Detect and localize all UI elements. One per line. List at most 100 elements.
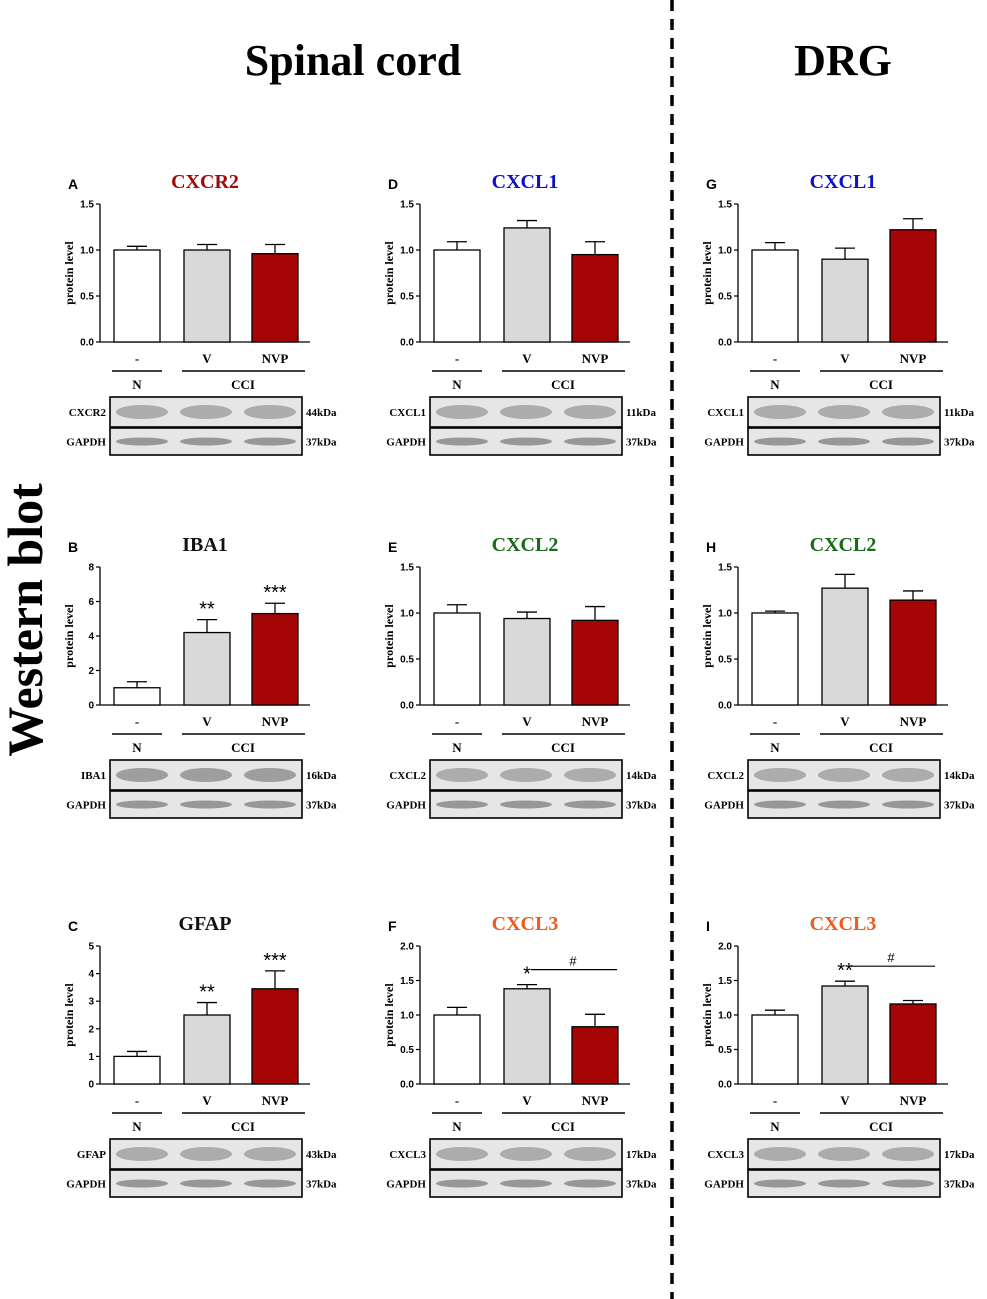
- bar-nvp: [889, 599, 937, 706]
- blot-label: GFAP: [77, 1149, 106, 1161]
- y-tick-label: 2.0: [400, 942, 414, 953]
- blot-band: [882, 437, 934, 446]
- bar-none: [751, 249, 799, 343]
- panel-letter: F: [388, 918, 397, 934]
- bar-v: [821, 587, 869, 706]
- blot-band: [180, 405, 232, 419]
- blot-band: [180, 768, 232, 782]
- x-tick-label: V: [522, 1093, 532, 1108]
- blot-band: [436, 768, 488, 782]
- group-label-cci: CCI: [231, 1119, 255, 1134]
- blot-band: [564, 405, 616, 419]
- panel-letter: B: [68, 539, 78, 555]
- y-tick-label: 1.0: [400, 1011, 414, 1022]
- panel-title: GFAP: [179, 913, 232, 935]
- blot-label: GAPDH: [704, 1179, 744, 1191]
- blot-label: CXCL1: [707, 407, 744, 419]
- blot-band: [116, 405, 168, 419]
- panel-E: E CXCL2 0.0 0.5 1.0 1.5 protein level - V NVP N CCI…: [382, 534, 657, 819]
- y-tick-label: 4: [88, 632, 94, 643]
- significance-hash: #: [887, 950, 895, 965]
- bar-none: [113, 249, 161, 343]
- blot-kda: 16kDa: [306, 770, 337, 782]
- panel-letter: C: [68, 918, 78, 934]
- x-tick-label: V: [202, 351, 212, 366]
- blot-label: CXCL2: [389, 770, 426, 782]
- bar-nvp: [251, 253, 299, 343]
- blot-band: [754, 768, 806, 782]
- x-tick-label: -: [455, 714, 459, 729]
- y-tick-label: 1.0: [718, 246, 732, 257]
- y-tick-label: 0.5: [80, 292, 94, 303]
- panel-letter: E: [388, 539, 397, 555]
- bar-v: [183, 631, 231, 706]
- x-tick-label: NVP: [900, 714, 927, 729]
- x-tick-label: NVP: [900, 351, 927, 366]
- group-label-cci: CCI: [231, 377, 255, 392]
- bar-v: [821, 985, 869, 1085]
- group-label-cci: CCI: [231, 740, 255, 755]
- panel-letter: D: [388, 176, 398, 192]
- y-axis-label: protein level: [62, 241, 76, 305]
- y-axis-label: protein level: [700, 241, 714, 305]
- y-tick-label: 1.5: [80, 200, 94, 211]
- y-tick-label: 6: [88, 597, 94, 608]
- blot-band: [500, 437, 552, 446]
- y-tick-label: 1.5: [400, 200, 414, 211]
- group-label-cci: CCI: [869, 377, 893, 392]
- blot-band: [818, 405, 870, 419]
- blot-kda: 17kDa: [626, 1149, 657, 1161]
- significance-stars: ***: [263, 950, 287, 972]
- blot-band: [436, 437, 488, 446]
- blot-label: GAPDH: [66, 800, 106, 812]
- bar-nvp: [889, 1003, 937, 1085]
- bar-v: [503, 227, 551, 343]
- y-tick-label: 0: [88, 701, 94, 712]
- y-axis-label: protein level: [700, 604, 714, 668]
- blot-band: [244, 1179, 296, 1188]
- x-tick-label: NVP: [262, 1093, 289, 1108]
- bar-nvp: [251, 988, 299, 1085]
- y-tick-label: 0.0: [718, 338, 732, 349]
- y-tick-label: 0.0: [400, 1080, 414, 1091]
- blot-kda: 37kDa: [626, 800, 657, 812]
- x-tick-label: -: [135, 351, 139, 366]
- blot-band: [882, 800, 934, 809]
- blot-band: [244, 437, 296, 446]
- header-spinal-cord: Spinal cord: [245, 36, 461, 85]
- blot-band: [818, 1179, 870, 1188]
- blot-band: [180, 800, 232, 809]
- blot-label: GAPDH: [386, 437, 426, 449]
- y-tick-label: 0.0: [400, 338, 414, 349]
- blot-band: [436, 800, 488, 809]
- blot-band: [244, 800, 296, 809]
- x-tick-label: NVP: [582, 714, 609, 729]
- blot-band: [180, 1147, 232, 1161]
- blot-band: [116, 768, 168, 782]
- bar-none: [751, 612, 799, 706]
- blot-band: [180, 1179, 232, 1188]
- y-tick-label: 0: [88, 1080, 94, 1091]
- blot-label: CXCL3: [707, 1149, 744, 1161]
- blot-band: [244, 768, 296, 782]
- side-label-western-blot: Western blot: [0, 483, 53, 757]
- group-label-n: N: [770, 377, 780, 392]
- panel-B: B IBA1 0 2 4 6 8 protein level - ** V *** NVP N CCI IBA…: [62, 534, 337, 819]
- blot-band: [754, 1147, 806, 1161]
- blot-band: [116, 800, 168, 809]
- y-tick-label: 1.0: [400, 246, 414, 257]
- x-tick-label: -: [455, 351, 459, 366]
- y-tick-label: 0.5: [718, 1045, 732, 1056]
- y-tick-label: 1.0: [80, 246, 94, 257]
- blot-kda: 37kDa: [944, 1179, 975, 1191]
- panel-D: D CXCL1 0.0 0.5 1.0 1.5 protein level - V NVP N CCI…: [382, 171, 657, 456]
- blot-band: [882, 1179, 934, 1188]
- bar-v: [503, 988, 551, 1085]
- y-tick-label: 4: [88, 969, 94, 980]
- blot-target: [109, 1138, 303, 1170]
- blot-label: CXCL3: [389, 1149, 426, 1161]
- panel-letter: A: [68, 176, 78, 192]
- blot-band: [116, 1147, 168, 1161]
- panel-title: CXCL2: [492, 534, 559, 556]
- blot-label: IBA1: [81, 770, 106, 782]
